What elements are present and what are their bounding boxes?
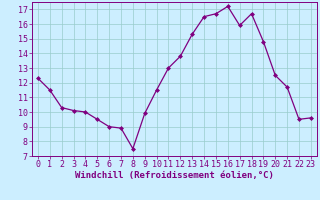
X-axis label: Windchill (Refroidissement éolien,°C): Windchill (Refroidissement éolien,°C) — [75, 171, 274, 180]
